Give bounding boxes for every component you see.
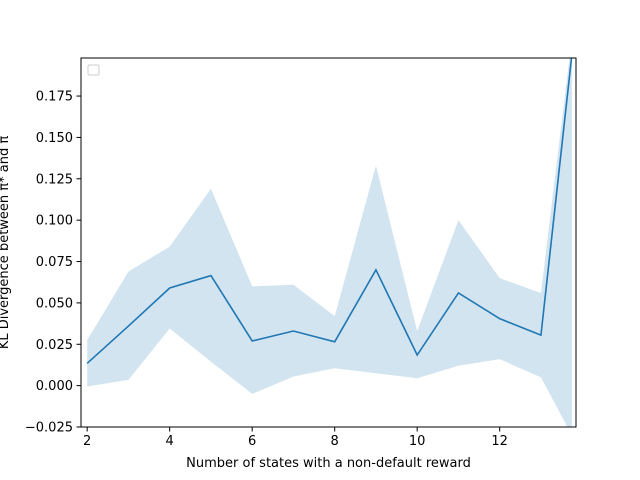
y-tick-label: 0.050 <box>36 296 73 311</box>
y-tick-label: 0.175 <box>36 90 73 105</box>
confidence-band <box>87 58 572 427</box>
y-tick-label: 0.100 <box>36 214 73 229</box>
legend-box <box>87 64 100 76</box>
legend <box>87 64 100 76</box>
y-tick-label: 0.000 <box>36 379 73 394</box>
x-tick-label: 6 <box>248 434 256 449</box>
x-axis: 2 4 6 8 10 12 <box>83 427 508 449</box>
x-tick-label: 4 <box>166 434 174 449</box>
axes-frame <box>80 57 577 428</box>
y-tick-label: −0.025 <box>25 421 73 436</box>
y-tick-label: 0.075 <box>36 255 73 270</box>
x-tick-label: 8 <box>331 434 339 449</box>
mean-line <box>86 58 573 364</box>
x-tick-label: 2 <box>83 434 91 449</box>
plot-area <box>86 58 573 427</box>
y-tick-label: 0.150 <box>36 131 73 146</box>
x-axis-label: Number of states with a non-default rewa… <box>186 456 471 471</box>
y-tick-label: 0.125 <box>36 172 73 187</box>
y-axis-label: KL Divergence between π* and π̂ <box>0 136 12 349</box>
x-tick-label: 10 <box>409 434 426 449</box>
y-tick-label: 0.025 <box>36 338 73 353</box>
y-axis: −0.025 0.000 0.025 0.050 0.075 0.100 0.125 0.15… <box>25 90 81 436</box>
x-tick-label: 12 <box>491 434 508 449</box>
